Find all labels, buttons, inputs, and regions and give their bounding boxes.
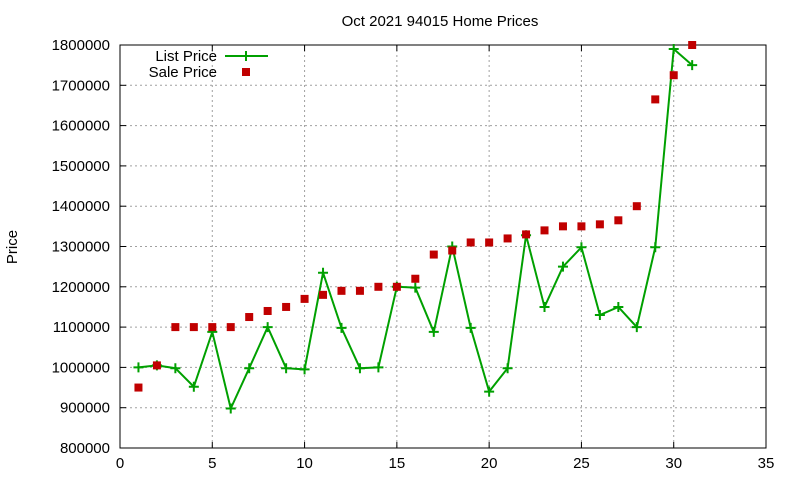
legend: List Price Sale Price (149, 48, 268, 81)
y-tick-label: 1000000 (52, 359, 110, 376)
sale-price-point (669, 71, 678, 80)
list-price-point (465, 322, 476, 333)
y-tick-label: 1500000 (52, 158, 110, 175)
list-price-point (484, 386, 495, 397)
y-tick-label: 1600000 (52, 118, 110, 135)
list-price-point (502, 363, 513, 374)
list-price-point (336, 322, 347, 333)
list-price-point (133, 362, 144, 373)
list-price-point (668, 44, 679, 55)
sale-price-point (522, 230, 531, 239)
list-price-point (262, 322, 273, 333)
legend-label-sale-price: Sale Price (149, 64, 217, 81)
list-price-point (539, 301, 550, 312)
sale-price-point (245, 313, 254, 322)
sale-price-point (688, 41, 697, 49)
list-price-point (687, 60, 698, 71)
sale-price-point (651, 95, 660, 104)
y-tick-label: 900000 (60, 400, 110, 417)
sale-price-point (577, 222, 586, 231)
series-list-price-line (138, 46, 693, 412)
sale-price-point (429, 250, 438, 259)
sale-price-point (226, 323, 235, 332)
sale-price-point (374, 282, 383, 291)
list-price-point (613, 301, 624, 312)
x-tick-label: 15 (389, 455, 406, 472)
y-tick-label: 1400000 (52, 198, 110, 215)
list-price-point (428, 326, 439, 337)
list-price-point (650, 242, 661, 253)
x-tick-label: 25 (573, 455, 590, 472)
sale-price-point (632, 202, 641, 211)
list-price-point (188, 381, 199, 392)
list-price-point (170, 363, 181, 374)
legend-list-price-marker (241, 51, 251, 61)
y-axis-label: Price (4, 230, 21, 264)
y-tick-label: 1700000 (52, 77, 110, 94)
sale-price-point (263, 306, 272, 315)
sale-price-point (134, 383, 143, 392)
list-price-point (354, 363, 365, 374)
x-tick-label: 10 (296, 455, 313, 472)
x-tick-label: 0 (116, 455, 124, 472)
legend-label-list-price: List Price (155, 48, 217, 65)
list-price-point (594, 310, 605, 321)
list-price-point (631, 322, 642, 333)
list-price-point (244, 363, 255, 374)
sale-price-point (189, 323, 198, 332)
sale-price-point (411, 274, 420, 283)
list-price-point (225, 403, 236, 414)
list-price-point (576, 242, 587, 253)
sale-price-point (614, 216, 623, 225)
y-tick-label: 1300000 (52, 239, 110, 256)
list-price-point (299, 364, 310, 375)
list-price-point (557, 261, 568, 272)
x-tick-label: 35 (758, 455, 775, 472)
sale-price-point (282, 302, 291, 311)
chart-title: Oct 2021 94015 Home Prices (342, 13, 539, 30)
sale-price-point (392, 282, 401, 291)
sale-price-point (448, 246, 457, 255)
x-tick-label: 30 (665, 455, 682, 472)
y-tick-label: 1800000 (52, 37, 110, 54)
sale-price-point (152, 361, 161, 370)
sale-price-point (355, 286, 364, 295)
plot-area (133, 41, 698, 414)
y-tick-label: 800000 (60, 440, 110, 457)
sale-price-point (503, 234, 512, 243)
x-tick-label: 5 (208, 455, 216, 472)
sale-price-point (485, 238, 494, 247)
list-price-point (410, 282, 421, 293)
tick-labels: 0 5 10 15 20 25 30 35 800000 900000 1000000 1100000… (52, 37, 775, 472)
legend-sale-price-marker (242, 68, 250, 76)
sale-price-point (319, 290, 328, 299)
y-tick-label: 1100000 (53, 319, 110, 336)
sale-price-point (208, 323, 217, 332)
sale-price-point (466, 238, 475, 247)
axes (119, 44, 767, 449)
grid (120, 45, 766, 448)
list-price-point (373, 362, 384, 373)
sale-price-point (337, 286, 346, 295)
sale-price-point (595, 220, 604, 229)
sale-price-point (171, 323, 180, 332)
x-tick-label: 20 (481, 455, 498, 472)
list-price-point (281, 363, 292, 374)
sale-price-point (540, 226, 549, 235)
sale-price-point (558, 222, 567, 231)
y-tick-label: 1200000 (52, 279, 110, 296)
list-price-point (318, 267, 329, 278)
sale-price-point (300, 294, 309, 303)
